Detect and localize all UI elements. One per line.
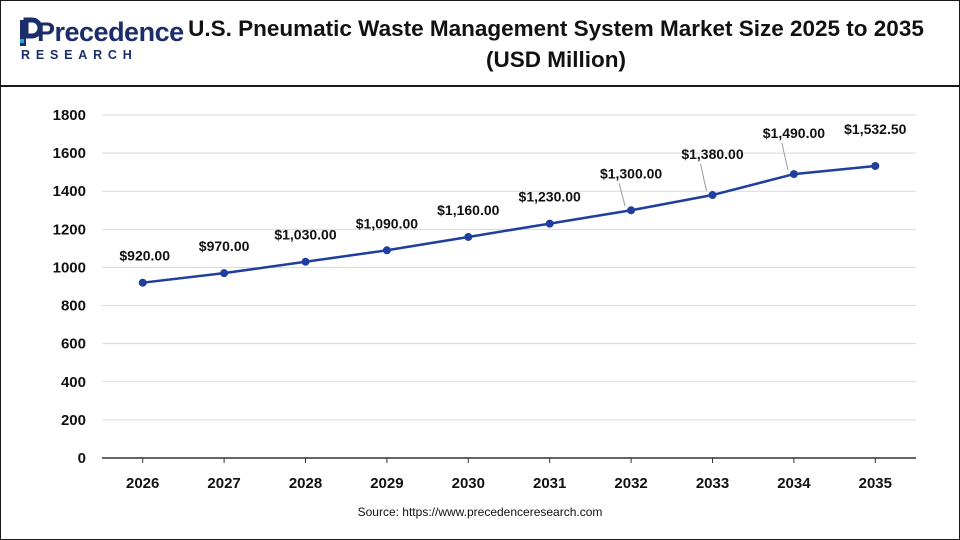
x-tick-label: 2029 [370, 475, 403, 492]
x-tick-label: 2026 [126, 475, 159, 492]
data-point [627, 206, 636, 215]
source-note: Source: https://www.precedenceresearch.c… [357, 505, 603, 519]
y-tick-label: 1800 [53, 107, 86, 124]
y-tick-label: 1600 [53, 145, 86, 162]
x-tick-label: 2027 [207, 475, 240, 492]
y-tick-label: 800 [61, 298, 86, 315]
y-tick-label: 600 [61, 336, 86, 353]
x-tick-label: 2034 [777, 475, 811, 492]
data-label: $1,532.50 [844, 121, 906, 137]
data-point [871, 161, 880, 170]
y-tick-label: 0 [78, 450, 86, 467]
logo-wordmark: Precedence [37, 17, 184, 47]
header-bar: Precedence RESEARCH U.S. Pneumatic Waste… [1, 1, 959, 87]
data-point [545, 219, 554, 228]
x-tick-label: 2035 [859, 475, 892, 492]
data-point [789, 170, 798, 179]
data-label-leader [781, 142, 789, 171]
data-point [301, 257, 310, 266]
data-label: $1,030.00 [274, 227, 336, 243]
x-tick-label: 2030 [452, 475, 485, 492]
data-label: $1,160.00 [437, 202, 499, 218]
data-label-leader [700, 163, 707, 192]
y-tick-label: 200 [61, 412, 86, 429]
chart-title-line-2: (USD Million) [486, 47, 626, 72]
data-point [382, 246, 391, 255]
y-tick-label: 1400 [53, 183, 86, 200]
x-tick-label: 2028 [289, 475, 322, 492]
logo-mark-icon [20, 17, 41, 46]
data-label: $920.00 [119, 248, 170, 264]
y-tick-label: 400 [61, 374, 86, 391]
data-point [464, 232, 473, 241]
data-label: $1,300.00 [600, 165, 662, 181]
y-tick-label: 1200 [53, 221, 86, 238]
x-tick-label: 2031 [533, 475, 566, 492]
data-point [220, 269, 229, 278]
data-point [138, 278, 147, 287]
brand-logo: Precedence RESEARCH [17, 17, 184, 69]
data-label: $1,090.00 [356, 215, 418, 231]
data-label: $970.00 [199, 238, 250, 254]
data-label: $1,380.00 [681, 146, 743, 162]
data-label-leader [618, 183, 626, 207]
chart-title: U.S. Pneumatic Waste Management System M… [171, 13, 941, 75]
logo-subtitle: RESEARCH [21, 48, 138, 62]
data-label: $1,490.00 [763, 125, 825, 141]
data-point [708, 191, 717, 200]
x-tick-label: 2033 [696, 475, 729, 492]
chart-title-line-1: U.S. Pneumatic Waste Management System M… [188, 16, 924, 41]
x-tick-label: 2032 [614, 475, 647, 492]
y-tick-label: 1000 [53, 259, 86, 276]
series-line [142, 164, 876, 284]
data-label: $1,230.00 [519, 189, 581, 205]
